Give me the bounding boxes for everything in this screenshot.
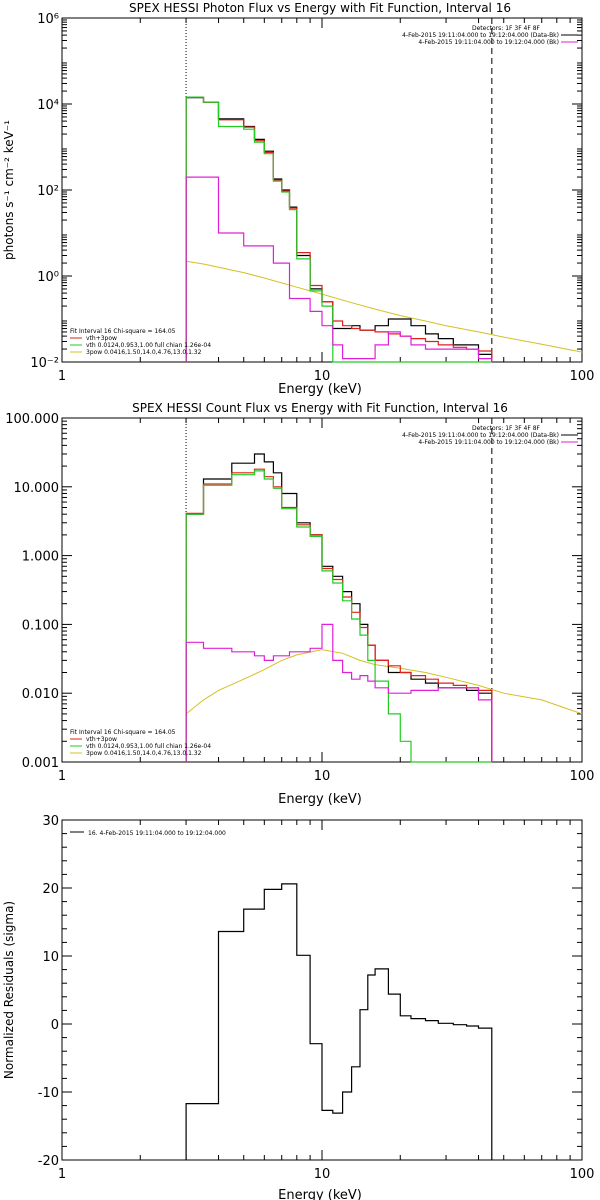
count-flux-plot-frame [61, 417, 583, 763]
count-flux-fit-thermal-label: vth 0.0124,0.953,1.00 full chian 1.26e-0… [86, 743, 211, 750]
residuals-y-tick-label: -20 [38, 1154, 59, 1169]
count-flux-y-tick-label: 0.001 [22, 756, 59, 771]
photon-flux-y-axis-label: photons s⁻¹ cm⁻² keV⁻¹ [2, 120, 16, 260]
residuals-panel: 1 10 100 -20 -10 0 10 20 30 Energy (keV) Normali… [2, 814, 594, 1200]
residuals-y-tick-label: 20 [42, 882, 59, 897]
photon-flux-fit-powerlaw-label: 3pow 0.0416,1.50,14.0,4.76,13.0,1.32 [86, 349, 202, 356]
count-flux-powerlaw-line [185, 649, 583, 715]
photon-flux-detector-legend: Detectors: 1F 3F 4F 8F 4-Feb-2015 19:11:… [402, 25, 578, 46]
photon-flux-y-tick-label: 10⁶ [37, 12, 59, 27]
photon-flux-y-tick-label: 10⁻² [30, 356, 59, 371]
count-flux-legend-data-label: 4-Feb-2015 19:11:04.000 to 19:12:04.000 … [402, 432, 559, 439]
count-flux-y-tick-label: 0.100 [22, 618, 59, 633]
count-flux-detector-legend: Detectors: 1F 3F 4F 8F 4-Feb-2015 19:11:… [402, 425, 578, 446]
photon-flux-bk-histogram [185, 176, 493, 362]
photon-flux-x-tick-label: 100 [570, 369, 595, 384]
photon-flux-plot-frame [61, 17, 583, 363]
count-flux-fit-legend: Fit Interval 16 Chi-square = 164.05 vth+… [70, 729, 211, 757]
photon-flux-vth-histogram [185, 96, 492, 363]
residuals-legend-label: 16. 4-Feb-2015 19:11:04.000 to 19:12:04.… [88, 830, 226, 837]
residuals-y-tick-label: 0 [51, 1018, 59, 1033]
residuals-y-tick-label: 10 [42, 950, 59, 965]
count-flux-fit-total-label: vth+3pow [86, 736, 117, 743]
count-flux-bk-histogram [185, 623, 493, 762]
count-flux-y-tick-label: 0.010 [22, 687, 59, 702]
count-flux-fit-header: Fit Interval 16 Chi-square = 164.05 [70, 729, 176, 736]
residuals-y-tick-label: 30 [42, 814, 59, 829]
count-flux-legend-bkg-label: 4-Feb-2015 19:11:04.000 to 19:12:04.000 … [418, 439, 559, 446]
count-flux-x-tick-label: 1 [58, 769, 66, 784]
residuals-y-tick-label: -10 [38, 1086, 59, 1101]
photon-flux-detectors-text: Detectors: 1F 3F 4F 8F [472, 25, 541, 32]
photon-flux-panel: SPEX HESSI Photon Flux vs Energy with Fi… [2, 1, 594, 397]
residuals-y-axis-label: Normalized Residuals (sigma) [2, 901, 16, 1079]
photon-flux-x-axis-label: Energy (keV) [278, 382, 362, 397]
count-flux-panel: SPEX HESSI Count Flux vs Energy with Fit… [5, 401, 594, 807]
count-flux-y-tick-label: 100.000 [5, 412, 59, 427]
count-flux-fit-powerlaw-label: 3pow 0.0416,1.50,14.0,4.76,13.0,1.32 [86, 750, 202, 757]
residuals-x-tick-label: 100 [570, 1167, 595, 1182]
photon-flux-fit-total-label: vth+3pow [86, 335, 117, 342]
residuals-x-tick-label: 1 [58, 1167, 66, 1182]
photon-flux-fit-header: Fit Interval 16 Chi-square = 164.05 [70, 328, 176, 335]
photon-flux-y-tick-label: 10² [37, 184, 59, 199]
residuals-x-axis-label: Energy (keV) [278, 1188, 362, 1200]
count-flux-x-axis-label: Energy (keV) [278, 792, 362, 807]
photon-flux-x-tick-label: 10 [314, 369, 331, 384]
count-flux-y-tick-label: 1.000 [22, 550, 59, 565]
count-flux-x-tick-label: 10 [314, 769, 331, 784]
photon-flux-legend-data-label: 4-Feb-2015 19:11:04.000 to 19:12:04.000 … [402, 32, 559, 39]
photon-flux-fit-legend: Fit Interval 16 Chi-square = 164.05 vth+… [70, 328, 211, 356]
count-flux-vth-histogram [185, 470, 492, 763]
photon-flux-legend-bkg-label: 4-Feb-2015 19:11:04.000 to 19:12:04.000 … [418, 39, 559, 46]
photon-flux-x-tick-label: 1 [58, 369, 66, 384]
photon-flux-y-tick-label: 10⁴ [37, 98, 59, 113]
residuals-x-tick-label: 10 [314, 1167, 331, 1182]
count-flux-detectors-text: Detectors: 1F 3F 4F 8F [472, 425, 541, 432]
photon-flux-title: SPEX HESSI Photon Flux vs Energy with Fi… [129, 1, 511, 15]
photon-flux-y-tick-label: 10⁰ [37, 270, 59, 285]
photon-flux-data-bk-histogram [185, 97, 493, 362]
count-flux-y-tick-label: 10.000 [14, 481, 60, 496]
count-flux-vth-3pow-histogram [185, 468, 493, 762]
residuals-16-histogram [185, 883, 493, 1160]
photon-flux-powerlaw-line [186, 260, 583, 353]
count-flux-x-tick-label: 100 [570, 769, 595, 784]
count-flux-data-bk-histogram [185, 453, 493, 762]
count-flux-title: SPEX HESSI Count Flux vs Energy with Fit… [132, 401, 508, 415]
photon-flux-vth-3pow-histogram [185, 96, 493, 362]
photon-flux-fit-thermal-label: vth 0.0124,0.953,1.00 full chian 1.26e-0… [86, 342, 211, 349]
